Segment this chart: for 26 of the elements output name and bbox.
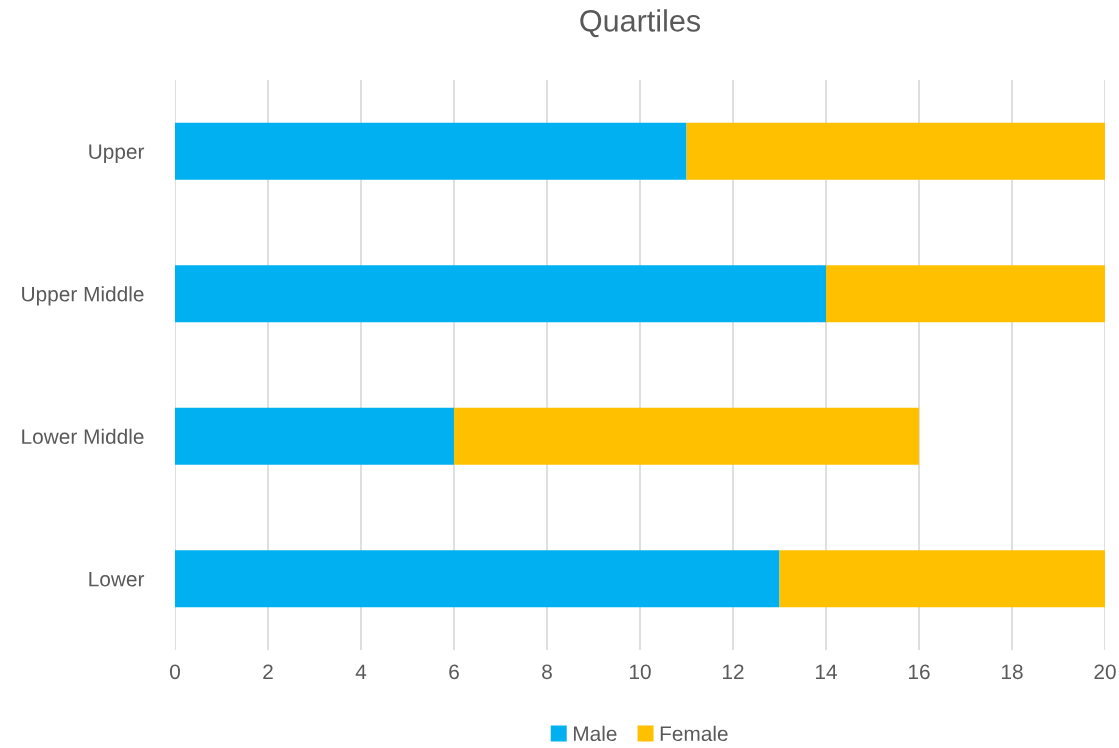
x-tick-label: 10 (630, 664, 651, 680)
x-tick-label: 12 (723, 664, 744, 679)
y-tick-label: Upper Middle (22, 286, 144, 306)
x-tick-label: 0 (170, 664, 180, 680)
x-tick-label: 2 (263, 664, 273, 679)
bar (175, 407, 454, 465)
bar (175, 265, 826, 323)
x-tick-label: 8 (542, 664, 552, 680)
y-tick-label: Lower (89, 571, 145, 587)
y-tick-label: Lower Middle (22, 428, 144, 444)
x-tick-label: 18 (1002, 664, 1023, 680)
y-tick-label: Upper (89, 144, 145, 164)
x-tick-label: 16 (909, 664, 930, 680)
x-tick-label: 20 (1094, 664, 1116, 680)
bar (175, 122, 687, 180)
bar (826, 265, 1105, 323)
x-tick-label: 14 (816, 664, 837, 679)
chart-title: Quartiles (580, 9, 701, 38)
bar (175, 550, 780, 608)
x-tick-label: 4 (355, 664, 367, 679)
legend-label: Female (660, 725, 728, 742)
bar (454, 407, 919, 465)
bar (686, 122, 1105, 180)
bar (779, 550, 1105, 608)
legend-label: Male (573, 725, 617, 742)
x-tick-label: 6 (449, 664, 459, 680)
